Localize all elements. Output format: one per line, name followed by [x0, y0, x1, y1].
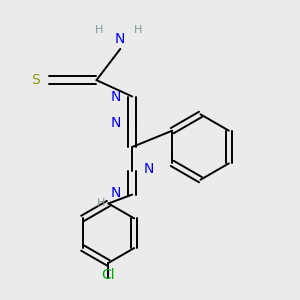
Text: N: N: [143, 162, 154, 176]
Text: N: N: [115, 32, 125, 46]
Text: H: H: [97, 199, 105, 208]
Text: H: H: [95, 25, 104, 34]
Text: N: N: [111, 116, 121, 130]
Text: S: S: [31, 73, 40, 87]
Text: Cl: Cl: [102, 268, 115, 282]
Text: N: N: [111, 89, 121, 103]
Text: N: N: [111, 186, 121, 200]
Text: H: H: [134, 25, 142, 34]
